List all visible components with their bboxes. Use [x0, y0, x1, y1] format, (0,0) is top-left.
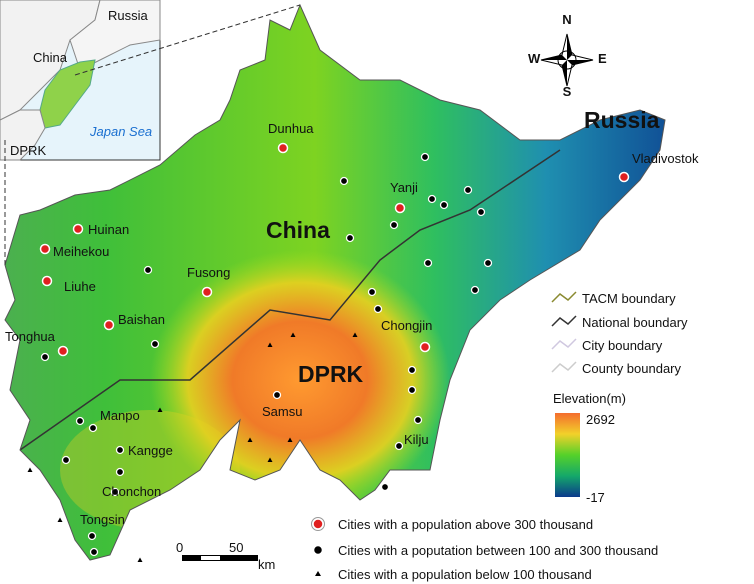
city-marker — [287, 437, 293, 442]
city-marker — [394, 441, 404, 451]
city-label: Samsu — [262, 404, 302, 419]
city-label: Chongjin — [381, 318, 432, 333]
country-label: Russia — [584, 107, 660, 133]
city-marker — [61, 455, 71, 465]
city-marker — [427, 194, 437, 204]
city-marker — [339, 176, 349, 186]
compass-label: N — [562, 12, 571, 27]
city-marker — [267, 342, 273, 347]
city-marker — [41, 275, 53, 287]
city-marker — [57, 345, 69, 357]
city-label: Yanji — [390, 180, 418, 195]
city-marker — [137, 557, 143, 562]
city-marker — [389, 220, 399, 230]
inset-label: Russia — [108, 8, 149, 23]
city-label: Kangge — [128, 443, 173, 458]
legend-label: County boundary — [582, 361, 682, 376]
legend-label: National boundary — [582, 315, 688, 330]
scale-label: 50 — [229, 540, 243, 555]
city-label: Dunhua — [268, 121, 314, 136]
city-marker — [618, 171, 630, 183]
city-marker — [420, 152, 430, 162]
colorbar — [555, 413, 580, 497]
city-marker — [419, 341, 431, 353]
city-marker — [40, 352, 50, 362]
legend-label: Cities with a poputation between 100 and… — [338, 543, 658, 558]
colorbar-label: -17 — [586, 490, 605, 505]
city-marker — [88, 423, 98, 433]
legend-label: TACM boundary — [582, 291, 676, 306]
compass-label: W — [528, 51, 541, 66]
city-label: Manpo — [100, 408, 140, 423]
city-label: Tongsin — [80, 512, 125, 527]
inset-label: DPRK — [10, 143, 46, 158]
city-label: Huinan — [88, 222, 129, 237]
city-marker — [345, 233, 355, 243]
city-marker — [476, 207, 486, 217]
legend-label: Cities with a population below 100 thous… — [338, 567, 592, 582]
city-marker — [380, 482, 390, 492]
city-label: Chonchon — [102, 484, 161, 499]
country-label: DPRK — [298, 361, 364, 387]
city-marker — [352, 332, 358, 337]
legend-label: City boundary — [582, 338, 663, 353]
city-marker — [290, 332, 296, 337]
scale-label: km — [258, 557, 275, 572]
city-marker — [72, 223, 84, 235]
city-label: Fusong — [187, 265, 230, 280]
city-marker — [75, 416, 85, 426]
city-marker — [115, 467, 125, 477]
city-marker — [57, 517, 63, 522]
city-label: Liuhe — [64, 279, 96, 294]
city-marker — [373, 304, 383, 314]
city-marker — [157, 407, 163, 412]
inset-label: Japan Sea — [89, 124, 152, 139]
city-marker — [413, 415, 423, 425]
city-marker — [143, 265, 153, 275]
city-marker — [463, 185, 473, 195]
compass-label: S — [563, 84, 572, 99]
city-marker — [483, 258, 493, 268]
city-marker — [267, 457, 273, 462]
city-label: Baishan — [118, 312, 165, 327]
country-label: China — [266, 217, 330, 243]
city-marker — [103, 319, 115, 331]
inset-label: China — [33, 50, 68, 65]
city-marker — [115, 445, 125, 455]
city-marker — [110, 487, 120, 497]
city-marker — [201, 286, 213, 298]
city-marker — [470, 285, 480, 295]
city-marker — [423, 258, 433, 268]
legend-label: Cities with a population above 300 thous… — [338, 517, 593, 532]
city-marker — [407, 385, 417, 395]
compass-label: E — [598, 51, 607, 66]
city-marker — [87, 531, 97, 541]
legend-title: Elevation(m) — [553, 391, 626, 406]
city-marker — [150, 339, 160, 349]
city-label: Vladivostok — [632, 151, 699, 166]
city-marker — [277, 142, 289, 154]
scale-label: 0 — [176, 540, 183, 555]
city-marker — [394, 202, 406, 214]
city-marker — [407, 365, 417, 375]
city-marker — [39, 243, 51, 255]
city-marker — [89, 547, 99, 557]
city-marker — [272, 390, 282, 400]
compass — [540, 33, 594, 87]
city-marker — [367, 287, 377, 297]
city-marker — [27, 467, 33, 472]
city-label: Meihekou — [53, 244, 109, 259]
city-marker — [247, 437, 253, 442]
city-marker — [439, 200, 449, 210]
city-label: Kilju — [404, 432, 429, 447]
colorbar-label: 2692 — [586, 412, 615, 427]
city-label: Tonghua — [5, 329, 56, 344]
